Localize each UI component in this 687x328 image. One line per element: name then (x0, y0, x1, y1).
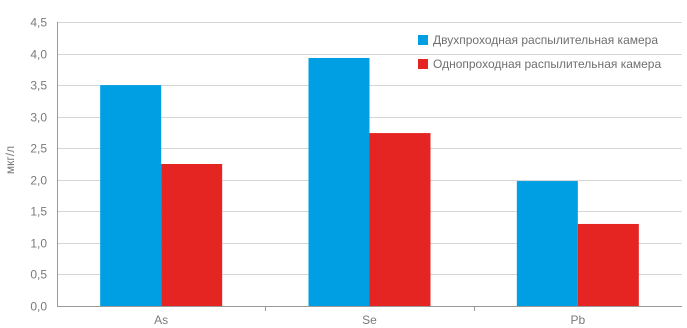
y-tick-label: 1,5 (30, 205, 47, 219)
axes: 0,0 0,5 1,0 1,5 2,0 2,5 3,0 3,5 4,0 4,5 As Se Pb (30, 16, 682, 327)
bar-pb-series-0 (516, 181, 578, 306)
y-tick-label: 1,0 (30, 237, 47, 251)
y-tick-label: 4,5 (30, 16, 47, 30)
x-tick-label: Se (362, 313, 377, 327)
y-tick-label: 2,0 (30, 174, 47, 188)
y-tick-label: 0,5 (30, 268, 47, 282)
bars (100, 57, 639, 307)
y-tick-label: 0,0 (30, 300, 47, 314)
bar-pb-series-1 (577, 223, 639, 306)
legend-label-dual-pass: Двухпроходная распылительная камера (433, 33, 658, 47)
legend-swatch-dual-pass (418, 35, 428, 45)
y-tick-label: 4,0 (30, 48, 47, 62)
x-tick-label: Pb (570, 313, 585, 327)
bar-se-series-0 (308, 57, 370, 307)
legend-label-single-pass: Однопроходная распылительная камера (433, 57, 661, 71)
y-tick-label: 2,5 (30, 142, 47, 156)
legend-swatch-single-pass (418, 59, 428, 69)
y-axis-label: мкг/л (3, 146, 17, 174)
y-tick-label: 3,5 (30, 79, 47, 93)
x-tick-label: As (154, 313, 168, 327)
legend: Двухпроходная распылительная камера Одно… (418, 33, 661, 71)
y-tick-label: 3,0 (30, 111, 47, 125)
bar-se-series-1 (369, 133, 431, 306)
bar-as-series-1 (161, 164, 223, 306)
bar-as-series-0 (100, 85, 162, 306)
